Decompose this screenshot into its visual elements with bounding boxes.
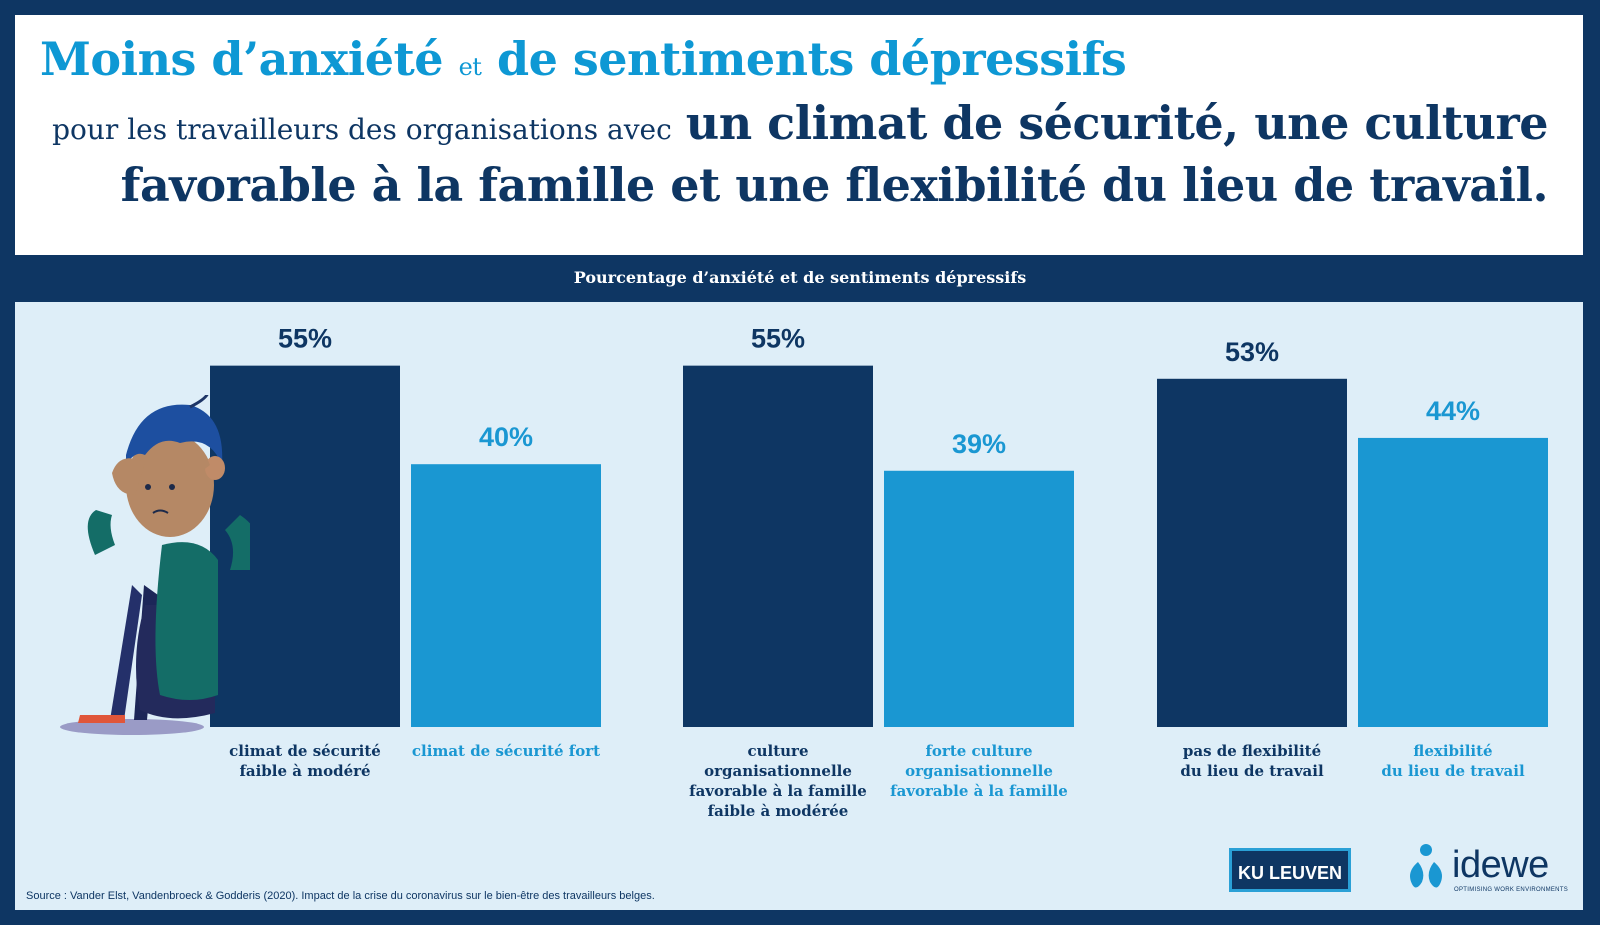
bar [1358, 437, 1548, 727]
category-label-line: climat de sécurité [229, 742, 381, 760]
category-label-line: culture [747, 742, 809, 760]
bar [1157, 378, 1347, 727]
category-label-line: flexibilité [1413, 742, 1493, 760]
category-label: forte culture organisationnelle favorable … [874, 741, 1084, 801]
category-label: climat de sécurité fort [401, 741, 611, 761]
bar [884, 470, 1074, 727]
bar [411, 464, 601, 727]
category-label: climat de sécurité faible à modéré [200, 741, 410, 781]
idewe-logo-mark [1410, 844, 1442, 888]
category-label-line: favorable à la famille [689, 782, 867, 800]
chart-title: Pourcentage d’anxiété et de sentiments d… [573, 268, 1027, 287]
headline-line1: Moins d’anxiété et de sentiments dépress… [40, 32, 1127, 86]
category-label-line: organisationnelle [704, 762, 852, 780]
idewe-tagline: OPTIMISING WORK ENVIRONMENTS [1454, 887, 1569, 893]
bar [683, 365, 873, 727]
headline-part2: de sentiments dépressifs [496, 32, 1127, 86]
category-label: pas de flexibilité du lieu de travail [1147, 741, 1357, 781]
category-label-line: forte culture [925, 742, 1033, 760]
value-label: 39% [952, 429, 1006, 459]
headline-part1: Moins d’anxiété [40, 32, 444, 86]
headline-line3: favorable à la famille et une flexibilit… [120, 158, 1549, 212]
category-label-line: favorable à la famille [890, 782, 1068, 800]
category-label-line: du lieu de travail [1381, 762, 1525, 780]
header-panel [15, 15, 1583, 255]
value-label: 40% [479, 422, 533, 452]
headline-connector: et [458, 53, 482, 81]
stressed-person-icon [60, 395, 250, 735]
category-label-line: climat de sécurité fort [411, 742, 601, 760]
category-label-line: pas de flexibilité [1182, 742, 1322, 760]
category-label-line: faible à modéré [239, 762, 371, 780]
category-label: culture organisationnelle favorable à la f… [673, 741, 883, 821]
category-label-line: faible à modérée [707, 802, 849, 820]
source-note: Source : Vander Elst, Vandenbroeck & God… [26, 890, 655, 902]
headline-line2: pour les travailleurs des organisations … [52, 96, 1548, 150]
category-label-line: du lieu de travail [1180, 762, 1324, 780]
value-label: 55% [751, 324, 805, 354]
value-label: 55% [278, 324, 332, 354]
idewe-logo: idewe [1452, 844, 1549, 886]
category-label: flexibilité du lieu de travail [1348, 741, 1558, 781]
value-label: 44% [1426, 396, 1480, 426]
category-label-line: organisationnelle [905, 762, 1053, 780]
headline-bold: un climat de sécurité, une culture [685, 96, 1549, 150]
ku-leuven-logo: KU LEUVEN [1229, 848, 1351, 892]
headline-intro: pour les travailleurs des organisations … [52, 113, 672, 146]
value-label: 53% [1225, 337, 1279, 367]
